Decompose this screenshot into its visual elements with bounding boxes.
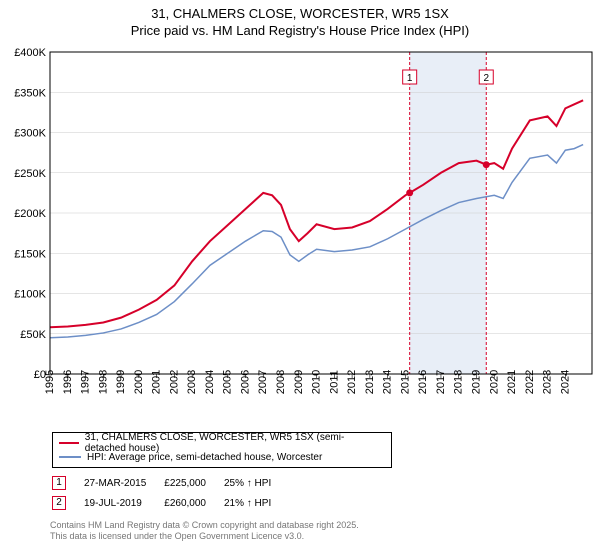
svg-text:2001: 2001 bbox=[151, 370, 163, 394]
svg-text:2017: 2017 bbox=[435, 370, 447, 394]
svg-text:2003: 2003 bbox=[186, 370, 198, 394]
svg-text:1: 1 bbox=[407, 73, 413, 84]
sales-table: 1 27-MAR-2015£225,00025% ↑ HPI 2 19-JUL-201… bbox=[50, 472, 289, 514]
svg-text:2004: 2004 bbox=[204, 370, 216, 394]
legend-swatch bbox=[59, 456, 81, 458]
legend: 31, CHALMERS CLOSE, WORCESTER, WR5 1SX (… bbox=[52, 432, 392, 468]
svg-text:1997: 1997 bbox=[80, 370, 92, 394]
legend-swatch bbox=[59, 442, 79, 444]
sale-date: 27-MAR-2015 bbox=[84, 474, 162, 492]
svg-text:2011: 2011 bbox=[328, 370, 340, 394]
footer-line-1: Contains HM Land Registry data © Crown c… bbox=[50, 520, 592, 531]
footer-attribution: Contains HM Land Registry data © Crown c… bbox=[50, 520, 592, 543]
svg-text:1995: 1995 bbox=[44, 370, 56, 394]
svg-text:£300K: £300K bbox=[14, 127, 46, 139]
line-chart-svg: £0£50K£100K£150K£200K£250K£300K£350K£400… bbox=[0, 44, 600, 434]
svg-text:2: 2 bbox=[483, 73, 489, 84]
svg-text:2016: 2016 bbox=[417, 370, 429, 394]
sale-price: £225,000 bbox=[164, 474, 222, 492]
svg-text:2012: 2012 bbox=[346, 370, 358, 394]
svg-text:2020: 2020 bbox=[488, 370, 500, 394]
svg-text:2007: 2007 bbox=[257, 370, 269, 394]
svg-text:£200K: £200K bbox=[14, 208, 46, 220]
svg-text:1996: 1996 bbox=[62, 370, 74, 394]
svg-text:2009: 2009 bbox=[293, 370, 305, 394]
svg-text:2013: 2013 bbox=[364, 370, 376, 394]
svg-text:1998: 1998 bbox=[97, 370, 109, 394]
svg-text:2019: 2019 bbox=[470, 370, 482, 394]
svg-text:2018: 2018 bbox=[453, 370, 465, 394]
svg-text:2002: 2002 bbox=[168, 370, 180, 394]
table-row: 1 27-MAR-2015£225,00025% ↑ HPI bbox=[52, 474, 287, 492]
chart-title-block: 31, CHALMERS CLOSE, WORCESTER, WR5 1SX P… bbox=[0, 0, 600, 44]
svg-text:2000: 2000 bbox=[133, 370, 145, 394]
svg-text:2005: 2005 bbox=[222, 370, 234, 394]
footer-line-2: This data is licensed under the Open Gov… bbox=[50, 531, 592, 542]
svg-text:2014: 2014 bbox=[382, 370, 394, 394]
svg-text:2022: 2022 bbox=[524, 370, 536, 394]
svg-text:2023: 2023 bbox=[542, 370, 554, 394]
svg-text:2010: 2010 bbox=[311, 370, 323, 394]
svg-text:£100K: £100K bbox=[14, 288, 46, 300]
sale-marker: 1 bbox=[52, 476, 66, 490]
svg-text:£350K: £350K bbox=[14, 87, 46, 99]
svg-text:2024: 2024 bbox=[559, 370, 571, 394]
svg-text:2008: 2008 bbox=[275, 370, 287, 394]
svg-text:£400K: £400K bbox=[14, 47, 46, 59]
sale-delta: 25% ↑ HPI bbox=[224, 474, 287, 492]
svg-text:1999: 1999 bbox=[115, 370, 127, 394]
svg-text:£250K: £250K bbox=[14, 168, 46, 180]
chart-area: £0£50K£100K£150K£200K£250K£300K£350K£400… bbox=[0, 44, 600, 434]
legend-label: HPI: Average price, semi-detached house,… bbox=[87, 452, 322, 463]
svg-text:2021: 2021 bbox=[506, 370, 518, 394]
sale-date: 19-JUL-2019 bbox=[84, 494, 162, 512]
legend-row: 31, CHALMERS CLOSE, WORCESTER, WR5 1SX (… bbox=[59, 436, 385, 450]
svg-text:2006: 2006 bbox=[239, 370, 251, 394]
sale-delta: 21% ↑ HPI bbox=[224, 494, 287, 512]
table-row: 2 19-JUL-2019£260,00021% ↑ HPI bbox=[52, 494, 287, 512]
title-line-2: Price paid vs. HM Land Registry's House … bbox=[0, 23, 600, 40]
svg-text:£150K: £150K bbox=[14, 248, 46, 260]
title-line-1: 31, CHALMERS CLOSE, WORCESTER, WR5 1SX bbox=[0, 6, 600, 23]
sale-marker: 2 bbox=[52, 496, 66, 510]
sale-price: £260,000 bbox=[164, 494, 222, 512]
svg-text:£50K: £50K bbox=[20, 329, 46, 341]
svg-text:2015: 2015 bbox=[399, 370, 411, 394]
